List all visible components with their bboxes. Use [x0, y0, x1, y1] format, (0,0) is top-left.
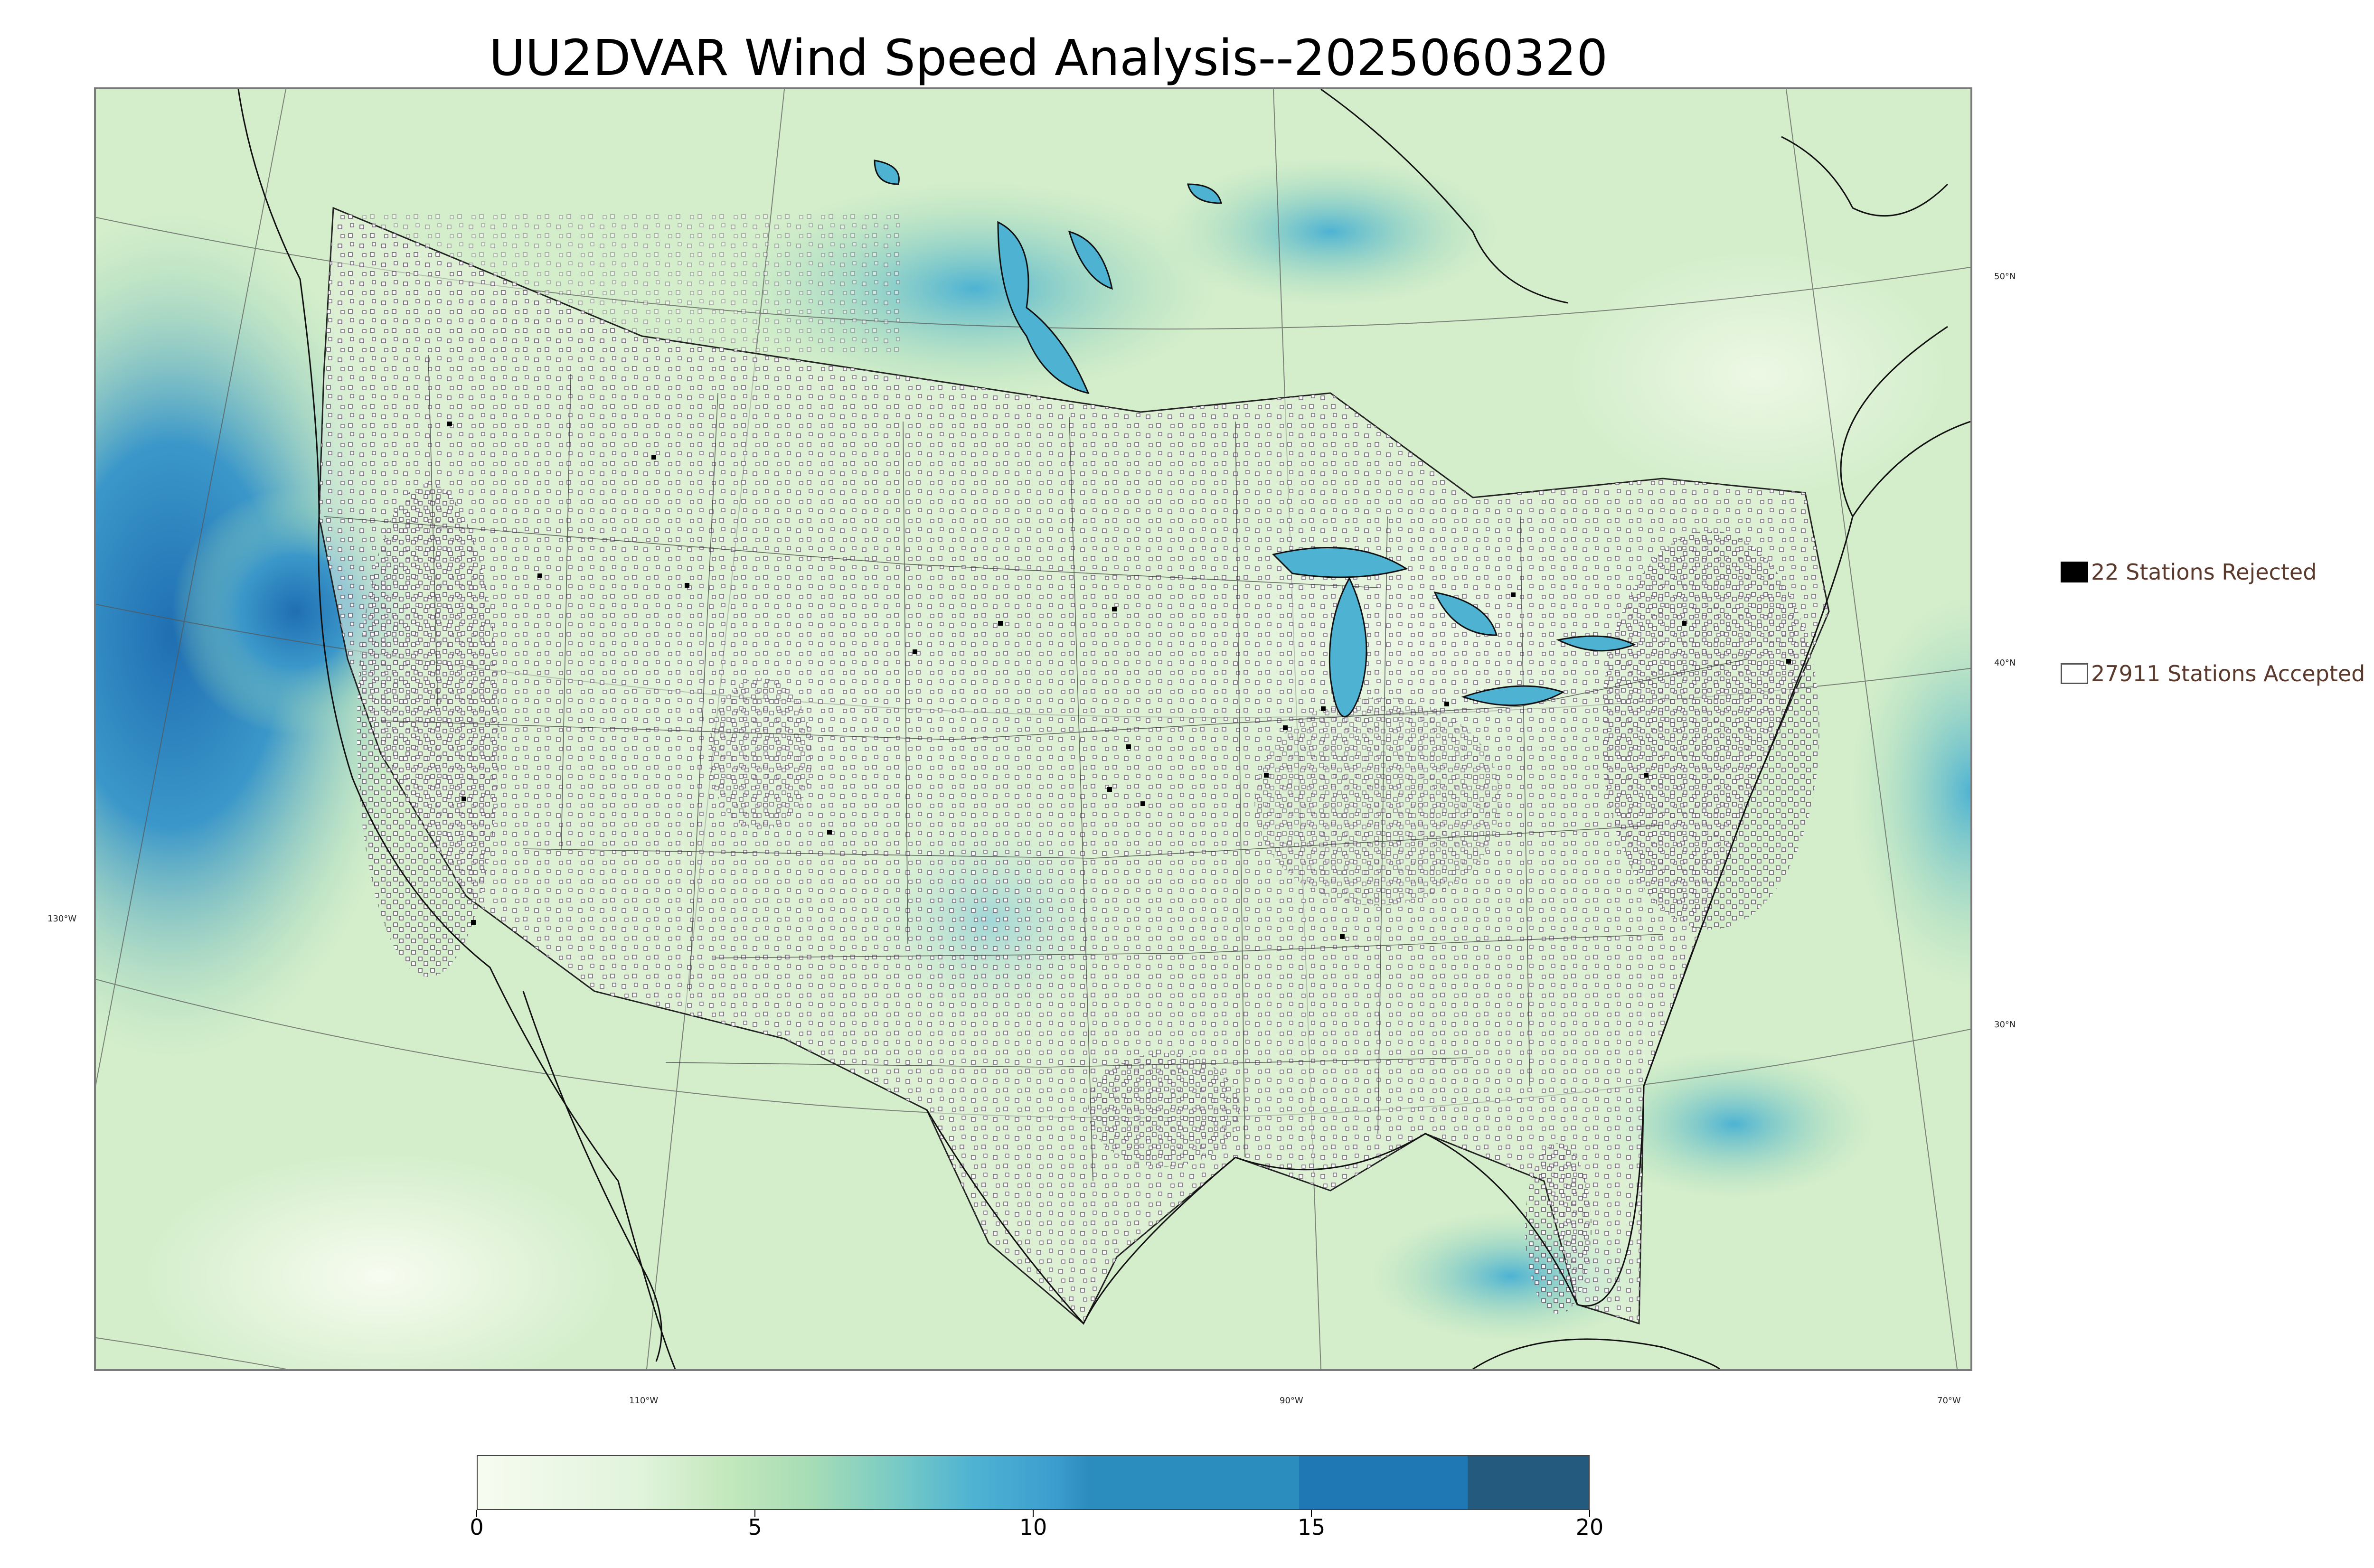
- map-title: UU2DVAR Wind Speed Analysis--2025060320: [489, 29, 1608, 87]
- accepted-label: 27911 Stations Accepted: [2091, 661, 2365, 686]
- lon-label-130w: 130°W: [47, 914, 77, 924]
- colorbar-label-0: 0: [470, 1514, 484, 1540]
- legend-accepted: 27911 Stations Accepted: [2061, 661, 2365, 686]
- lon-label-90w: 90°W: [1280, 1396, 1303, 1406]
- colorbar-label-10: 10: [1019, 1514, 1047, 1540]
- rejected-swatch: [2061, 562, 2088, 582]
- rejected-label: 22 Stations Rejected: [2091, 559, 2317, 585]
- coastlines: [237, 89, 1970, 1369]
- lat-label-30n: 30°N: [1994, 1020, 2016, 1030]
- lat-label-50n: 50°N: [1994, 272, 2016, 282]
- canadian-lakes: [874, 160, 1222, 394]
- map-canvas: [96, 89, 1970, 1369]
- accepted-swatch: [2061, 663, 2088, 684]
- colorbar-label-5: 5: [748, 1514, 762, 1540]
- rejected-stations: [447, 422, 1791, 939]
- lat-label-40n: 40°N: [1994, 658, 2016, 668]
- colorbar-tick-5: [754, 1510, 755, 1517]
- legend-rejected: 22 Stations Rejected: [2061, 559, 2317, 585]
- great-lakes: [1272, 547, 1636, 718]
- state-borders: [323, 355, 1749, 1182]
- colorbar-tick-20: [1589, 1510, 1590, 1517]
- colorbar-tick-10: [1033, 1510, 1034, 1517]
- colorbar-label-20: 20: [1575, 1514, 1604, 1540]
- colorbar-gradient: [478, 1456, 1589, 1509]
- atlantic-wind-region: [1848, 592, 1970, 991]
- lon-label-70w: 70°W: [1937, 1396, 1961, 1406]
- accepted-stations: [319, 208, 1829, 1324]
- wind-speed-map[interactable]: [94, 87, 1972, 1371]
- wind-speed-colorbar: [477, 1455, 1590, 1510]
- colorbar-tick-0: [476, 1510, 477, 1517]
- colorbar-tick-15: [1311, 1510, 1312, 1517]
- lon-label-110w: 110°W: [629, 1396, 659, 1406]
- colorbar-label-15: 15: [1297, 1514, 1326, 1540]
